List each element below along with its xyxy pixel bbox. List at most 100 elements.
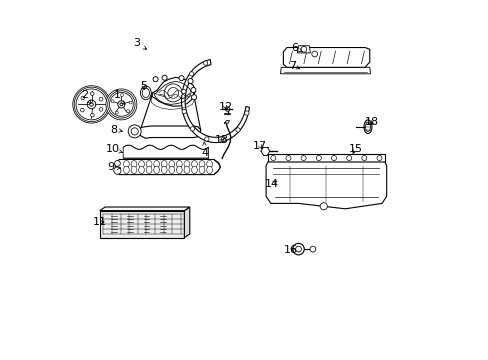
Circle shape (285, 156, 290, 161)
Circle shape (309, 246, 315, 252)
Circle shape (301, 156, 305, 161)
Circle shape (89, 103, 93, 106)
Circle shape (270, 156, 275, 161)
Text: 9: 9 (107, 162, 121, 172)
Polygon shape (100, 211, 184, 238)
Circle shape (346, 156, 351, 161)
Circle shape (128, 125, 141, 138)
Polygon shape (181, 59, 249, 143)
Circle shape (81, 108, 84, 112)
Circle shape (153, 77, 158, 82)
Text: 5: 5 (140, 81, 147, 91)
Polygon shape (267, 154, 384, 162)
Text: 13: 13 (215, 135, 229, 145)
Circle shape (129, 101, 132, 104)
Circle shape (190, 127, 194, 131)
Ellipse shape (161, 166, 167, 174)
Circle shape (182, 109, 186, 114)
Circle shape (118, 101, 125, 108)
Text: 12: 12 (218, 102, 232, 112)
Circle shape (235, 128, 240, 132)
Circle shape (361, 156, 366, 161)
Circle shape (114, 161, 120, 166)
Circle shape (106, 89, 137, 120)
Circle shape (221, 137, 225, 141)
Polygon shape (184, 207, 189, 238)
Ellipse shape (183, 166, 189, 174)
Ellipse shape (146, 166, 152, 174)
Ellipse shape (153, 161, 159, 168)
Ellipse shape (168, 161, 174, 168)
Circle shape (190, 87, 196, 93)
Circle shape (316, 156, 321, 161)
Text: 10: 10 (105, 144, 122, 154)
Ellipse shape (199, 166, 204, 174)
Circle shape (376, 156, 381, 161)
Circle shape (162, 75, 167, 80)
Ellipse shape (123, 166, 129, 174)
Text: 16: 16 (284, 245, 298, 255)
Circle shape (114, 167, 121, 174)
Circle shape (189, 72, 193, 76)
Ellipse shape (191, 161, 197, 168)
Circle shape (87, 100, 96, 109)
Ellipse shape (176, 166, 182, 174)
Text: 1: 1 (114, 90, 124, 104)
Ellipse shape (153, 166, 159, 174)
Text: 3: 3 (133, 38, 146, 49)
Circle shape (121, 94, 123, 96)
Circle shape (182, 89, 185, 94)
Circle shape (73, 86, 110, 123)
Polygon shape (265, 162, 386, 209)
Ellipse shape (142, 88, 149, 98)
Circle shape (244, 111, 248, 115)
Text: 18: 18 (365, 117, 379, 127)
Ellipse shape (365, 122, 370, 131)
Ellipse shape (161, 161, 167, 168)
Ellipse shape (168, 166, 174, 174)
Text: 4: 4 (201, 142, 208, 158)
Circle shape (107, 91, 135, 118)
Circle shape (203, 61, 207, 65)
Ellipse shape (199, 161, 204, 168)
Circle shape (331, 156, 336, 161)
Ellipse shape (139, 166, 144, 174)
Circle shape (81, 96, 84, 100)
Circle shape (295, 246, 301, 252)
Ellipse shape (123, 161, 129, 168)
Ellipse shape (206, 161, 212, 168)
Circle shape (225, 107, 229, 111)
Ellipse shape (139, 161, 144, 168)
Ellipse shape (176, 161, 182, 168)
Polygon shape (280, 67, 370, 74)
Circle shape (301, 46, 306, 52)
Circle shape (111, 100, 114, 103)
Circle shape (120, 103, 122, 106)
Text: 7: 7 (288, 60, 299, 71)
Circle shape (320, 203, 326, 210)
Polygon shape (139, 126, 200, 138)
Ellipse shape (131, 166, 137, 174)
Text: 15: 15 (347, 144, 362, 154)
Circle shape (179, 76, 183, 81)
Circle shape (99, 98, 102, 101)
Circle shape (187, 78, 193, 84)
Circle shape (115, 111, 118, 114)
Circle shape (99, 108, 102, 111)
Circle shape (167, 87, 178, 98)
Polygon shape (100, 207, 189, 211)
Polygon shape (150, 77, 195, 106)
Polygon shape (115, 159, 220, 175)
Polygon shape (297, 46, 310, 53)
Ellipse shape (191, 166, 197, 174)
Ellipse shape (363, 120, 371, 134)
Text: 11: 11 (93, 217, 106, 228)
Circle shape (90, 92, 94, 95)
Text: 2: 2 (81, 90, 91, 104)
Circle shape (204, 137, 208, 141)
Circle shape (109, 93, 133, 116)
Circle shape (126, 109, 129, 112)
Text: 17: 17 (252, 141, 266, 151)
Circle shape (90, 113, 94, 117)
Circle shape (164, 84, 182, 102)
